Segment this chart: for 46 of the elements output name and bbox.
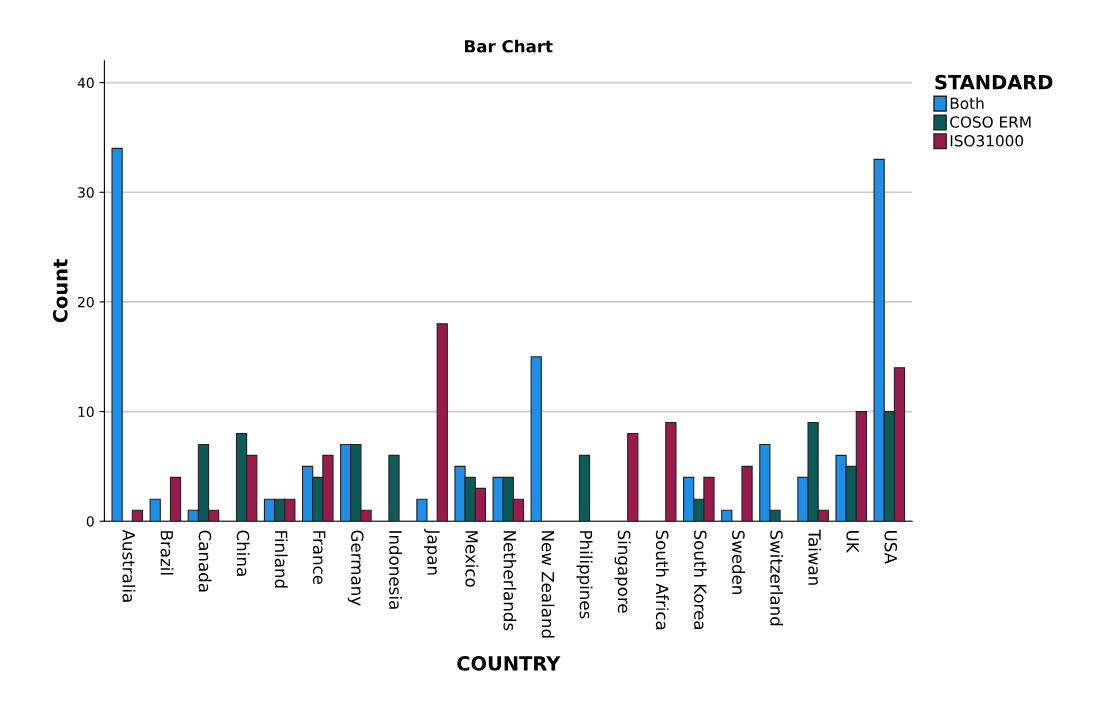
bar (111, 147, 123, 522)
legend-label: ISO31000 (950, 135, 1024, 147)
bar (416, 498, 428, 522)
x-tick-label: UK (846, 531, 859, 554)
x-tick-label: France (312, 531, 326, 585)
x-axis-title: COUNTRY (457, 656, 561, 671)
x-tick-label: New Zealand (541, 531, 555, 638)
x-tick-label: Germany (347, 530, 364, 606)
x-tick-label: Canada (198, 530, 212, 592)
bar (149, 498, 161, 522)
y-tick-label: 20 (78, 296, 94, 308)
legend-label: COSO ERM (950, 116, 1031, 128)
bar (169, 476, 182, 522)
x-tick-label: Singapore (614, 530, 631, 613)
x-tick-label: Indonesia (389, 531, 403, 609)
chart-title: Bar Chart (465, 39, 553, 53)
bar (741, 465, 753, 522)
y-tick-label: 10 (78, 406, 94, 418)
bar (388, 454, 400, 522)
x-tick-label: Brazil (160, 531, 174, 575)
x-tick-label: Sweden (732, 530, 745, 594)
x-tick-label: Taiwan (808, 529, 822, 585)
x-tick-label: Switzerland (770, 530, 784, 626)
bar (530, 356, 542, 522)
bar (578, 454, 591, 522)
bar (131, 509, 144, 522)
x-tick-label: Netherlands (503, 531, 517, 631)
x-tick-label: China (236, 530, 250, 576)
bar (665, 421, 677, 522)
bar (436, 323, 448, 522)
legend-label: Both (950, 97, 984, 110)
x-tick-label: Japan (424, 528, 440, 575)
y-tick-label: 0 (86, 516, 94, 527)
x-tick-label: South Korea (693, 530, 707, 630)
legend-title: STANDARD (935, 74, 1053, 90)
x-tick-label: USA (884, 531, 898, 564)
y-tick-label: 30 (78, 187, 94, 198)
bar (721, 509, 733, 522)
x-tick-label: Philippines (576, 531, 593, 619)
y-tick-label: 40 (77, 77, 94, 89)
x-tick-label: Australia (122, 529, 136, 602)
x-tick-label: Mexico (465, 531, 479, 587)
y-axis-title: Count (52, 259, 68, 323)
bar (627, 432, 639, 522)
x-tick-label: South Africa (655, 530, 669, 630)
x-tick-label: Finland (274, 531, 288, 588)
